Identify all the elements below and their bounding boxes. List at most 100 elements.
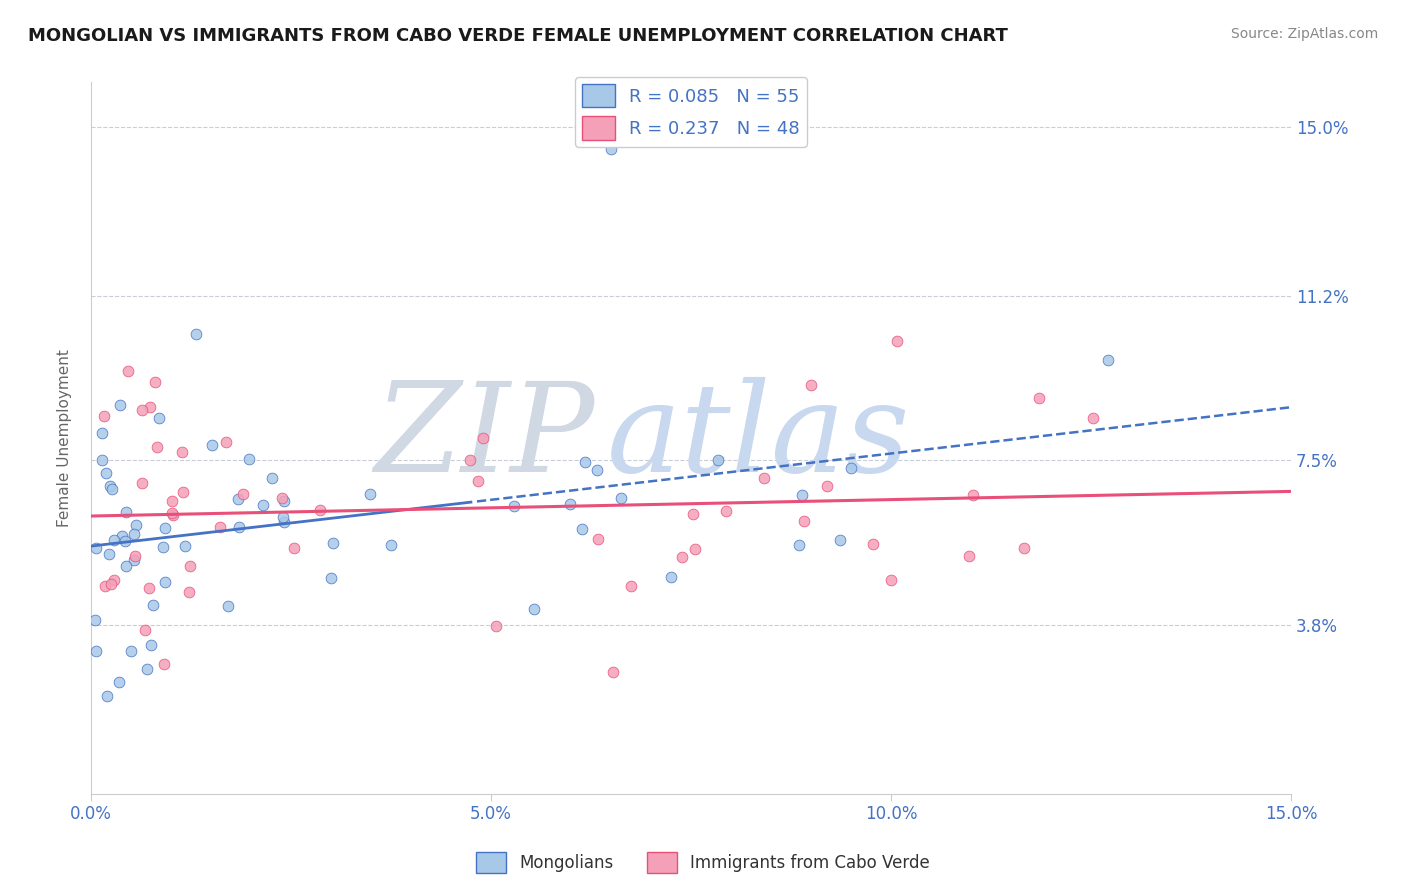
Point [96,689,118,703]
Point [173,539,195,553]
Point [84,644,107,658]
Point [103,574,125,588]
Point [177,584,200,599]
Point [308,503,330,517]
Point [110,399,132,413]
Point [957,549,980,564]
Point [124,549,146,563]
Point [217,599,239,613]
Point [153,657,176,672]
Point [1081,410,1104,425]
Point [179,558,201,573]
Point [91,452,114,467]
Point [319,570,342,584]
Point [880,573,903,587]
Point [141,598,163,612]
Point [184,326,207,341]
Text: Source: ZipAtlas.com: Source: ZipAtlas.com [1230,27,1378,41]
Point [214,435,236,450]
Point [1097,352,1119,367]
Point [93,409,115,423]
Point [271,510,294,524]
Point [117,364,139,378]
Point [571,523,593,537]
Point [484,618,506,632]
Point [131,403,153,417]
Point [134,623,156,637]
Point [886,334,908,349]
Point [232,487,254,501]
Text: MONGOLIAN VS IMMIGRANTS FROM CABO VERDE FEMALE UNEMPLOYMENT CORRELATION CHART: MONGOLIAN VS IMMIGRANTS FROM CABO VERDE … [28,27,1008,45]
Point [170,445,193,459]
Point [830,533,852,547]
Point [114,534,136,549]
Point [97,547,120,561]
Point [162,507,184,521]
Y-axis label: Female Unemployment: Female Unemployment [58,349,72,527]
Point [120,644,142,658]
Point [620,578,643,592]
Point [100,576,122,591]
Text: ZIP: ZIP [374,377,595,499]
Point [160,494,183,508]
Point [789,538,811,552]
Point [124,527,146,541]
Point [172,485,194,500]
Point [83,613,105,627]
Point [671,550,693,565]
Point [283,541,305,555]
Point [115,505,138,519]
Point [839,460,862,475]
Point [209,520,232,534]
Point [600,142,623,156]
Point [228,520,250,534]
Point [322,536,344,550]
Point [114,559,136,574]
Point [271,491,294,505]
Point [101,482,124,496]
Point [273,515,295,529]
Point [800,377,823,392]
Point [98,479,121,493]
Point [815,478,838,492]
Point [162,508,184,523]
Point [467,474,489,488]
Point [148,411,170,425]
Point [138,581,160,595]
Point [107,675,129,690]
Point [752,471,775,485]
Point [586,463,609,477]
Point [1028,391,1050,405]
Point [560,497,582,511]
Point [125,517,148,532]
Point [94,579,117,593]
Point [503,500,526,514]
Point [226,492,249,507]
Point [111,529,134,543]
Point [962,488,984,502]
Point [714,504,737,518]
Point [153,521,176,535]
Point [139,400,162,414]
Point [131,475,153,490]
Point [252,498,274,512]
Point [122,553,145,567]
Point [458,453,481,467]
Point [153,575,176,590]
Point [238,451,260,466]
Point [1012,541,1035,555]
Point [707,452,730,467]
Point [683,542,706,557]
Point [523,602,546,616]
Legend: R = 0.085   N = 55, R = 0.237   N = 48: R = 0.085 N = 55, R = 0.237 N = 48 [575,77,807,147]
Point [262,471,284,485]
Point [602,665,624,679]
Point [682,507,704,521]
Point [84,541,107,555]
Point [359,486,381,500]
Text: atlas: atlas [607,377,911,499]
Point [94,466,117,480]
Point [862,537,884,551]
Point [610,491,633,505]
Point [471,431,494,445]
